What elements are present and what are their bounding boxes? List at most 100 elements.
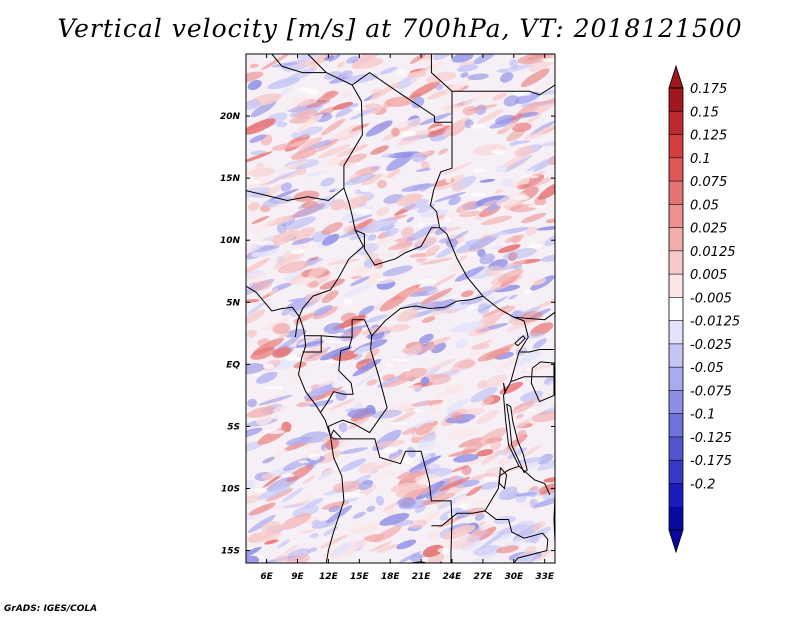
velocity-patch: [355, 265, 369, 277]
velocity-patch: [530, 171, 546, 177]
velocity-patch: [257, 555, 265, 559]
lake-outline: [530, 361, 555, 403]
velocity-patch: [445, 384, 465, 394]
velocity-patch: [265, 215, 296, 226]
colorbar-label: 0.1: [690, 152, 711, 167]
lake-outline: [498, 467, 508, 490]
velocity-patch: [346, 55, 359, 64]
velocity-patch: [521, 212, 546, 224]
velocity-patch: [445, 81, 467, 94]
velocity-patch: [321, 290, 339, 304]
velocity-patch: [468, 305, 479, 310]
velocity-patch: [516, 432, 525, 441]
velocity-patch: [355, 166, 380, 176]
velocity-patch: [361, 367, 378, 377]
velocity-patch: [246, 479, 256, 490]
velocity-patch: [326, 340, 346, 344]
velocity-patch: [452, 230, 469, 241]
velocity-patch: [391, 421, 409, 425]
velocity-patch: [264, 386, 284, 390]
velocity-patch: [251, 218, 278, 234]
velocity-patch: [246, 406, 277, 418]
velocity-patch: [246, 546, 262, 562]
velocity-patch: [474, 104, 487, 115]
colorbar-label: -0.05: [690, 361, 724, 376]
velocity-patch: [542, 58, 555, 63]
velocity-patch: [344, 173, 376, 186]
lat-tick-label: EQ: [226, 360, 240, 370]
velocity-patch: [454, 359, 477, 369]
velocity-patch: [504, 154, 533, 173]
velocity-patch: [397, 129, 431, 146]
lat-tick-label: 15S: [221, 547, 240, 557]
lon-tick-label: 24E: [443, 572, 463, 582]
colorbar-segment: [669, 483, 683, 508]
velocity-patch: [308, 453, 321, 461]
velocity-patch: [332, 101, 354, 111]
velocity-patch: [494, 189, 504, 194]
velocity-patch: [247, 514, 276, 533]
lake-outline: [503, 382, 507, 394]
velocity-patch: [249, 63, 259, 69]
velocity-patch: [455, 242, 478, 254]
velocity-patch: [482, 374, 508, 389]
velocity-patch: [514, 350, 542, 367]
velocity-patch: [353, 345, 373, 355]
colorbar-segment: [669, 88, 683, 112]
velocity-patch: [513, 397, 543, 409]
velocity-patch: [375, 278, 386, 282]
velocity-patch: [471, 500, 490, 505]
velocity-patch: [277, 260, 311, 274]
velocity-patch: [252, 337, 284, 356]
velocity-patch: [515, 91, 541, 104]
velocity-patch: [351, 461, 361, 468]
velocity-patch: [376, 544, 400, 553]
velocity-patch: [419, 112, 452, 126]
velocity-patch: [270, 229, 299, 247]
velocity-patch: [463, 91, 492, 105]
velocity-patch: [527, 98, 555, 107]
velocity-patch: [395, 240, 414, 248]
velocity-patch: [337, 61, 346, 68]
velocity-patch: [367, 234, 377, 241]
velocity-patch: [272, 322, 291, 335]
velocity-patch: [544, 380, 555, 388]
velocity-patch: [323, 322, 345, 334]
velocity-patch: [477, 322, 509, 333]
velocity-patch: [290, 96, 311, 106]
velocity-patch: [348, 214, 373, 223]
velocity-patch: [469, 550, 499, 563]
colorbar-label: -0.175: [690, 454, 732, 469]
velocity-patch: [510, 113, 523, 121]
velocity-patch: [411, 153, 427, 162]
velocity-patch: [383, 376, 413, 388]
velocity-patch: [248, 180, 268, 188]
velocity-patch: [294, 109, 319, 119]
colorbar-label: -0.075: [690, 384, 732, 399]
velocity-patch: [307, 257, 333, 270]
velocity-patch: [280, 368, 309, 388]
velocity-patch: [250, 99, 277, 118]
colorbar-label: -0.0125: [690, 315, 740, 330]
country-border: [484, 510, 549, 563]
velocity-patch: [331, 360, 346, 367]
velocity-patch: [293, 190, 320, 202]
velocity-patch: [280, 513, 311, 530]
velocity-patch: [528, 277, 547, 286]
velocity-patch: [388, 449, 403, 460]
velocity-patch: [514, 195, 530, 201]
lon-tick-label: 12E: [319, 572, 339, 582]
map-frame: [245, 53, 556, 564]
velocity-patch: [413, 408, 422, 413]
colorbar-segment: [669, 460, 683, 484]
velocity-patch: [387, 324, 411, 332]
velocity-patch: [303, 384, 337, 400]
velocity-patch: [316, 138, 339, 152]
velocity-patch: [424, 245, 440, 256]
velocity-patch: [464, 238, 480, 245]
velocity-field: [246, 54, 555, 563]
velocity-patch: [448, 195, 461, 206]
velocity-patch: [271, 62, 299, 68]
velocity-patch: [256, 371, 278, 384]
velocity-patch: [496, 545, 520, 554]
